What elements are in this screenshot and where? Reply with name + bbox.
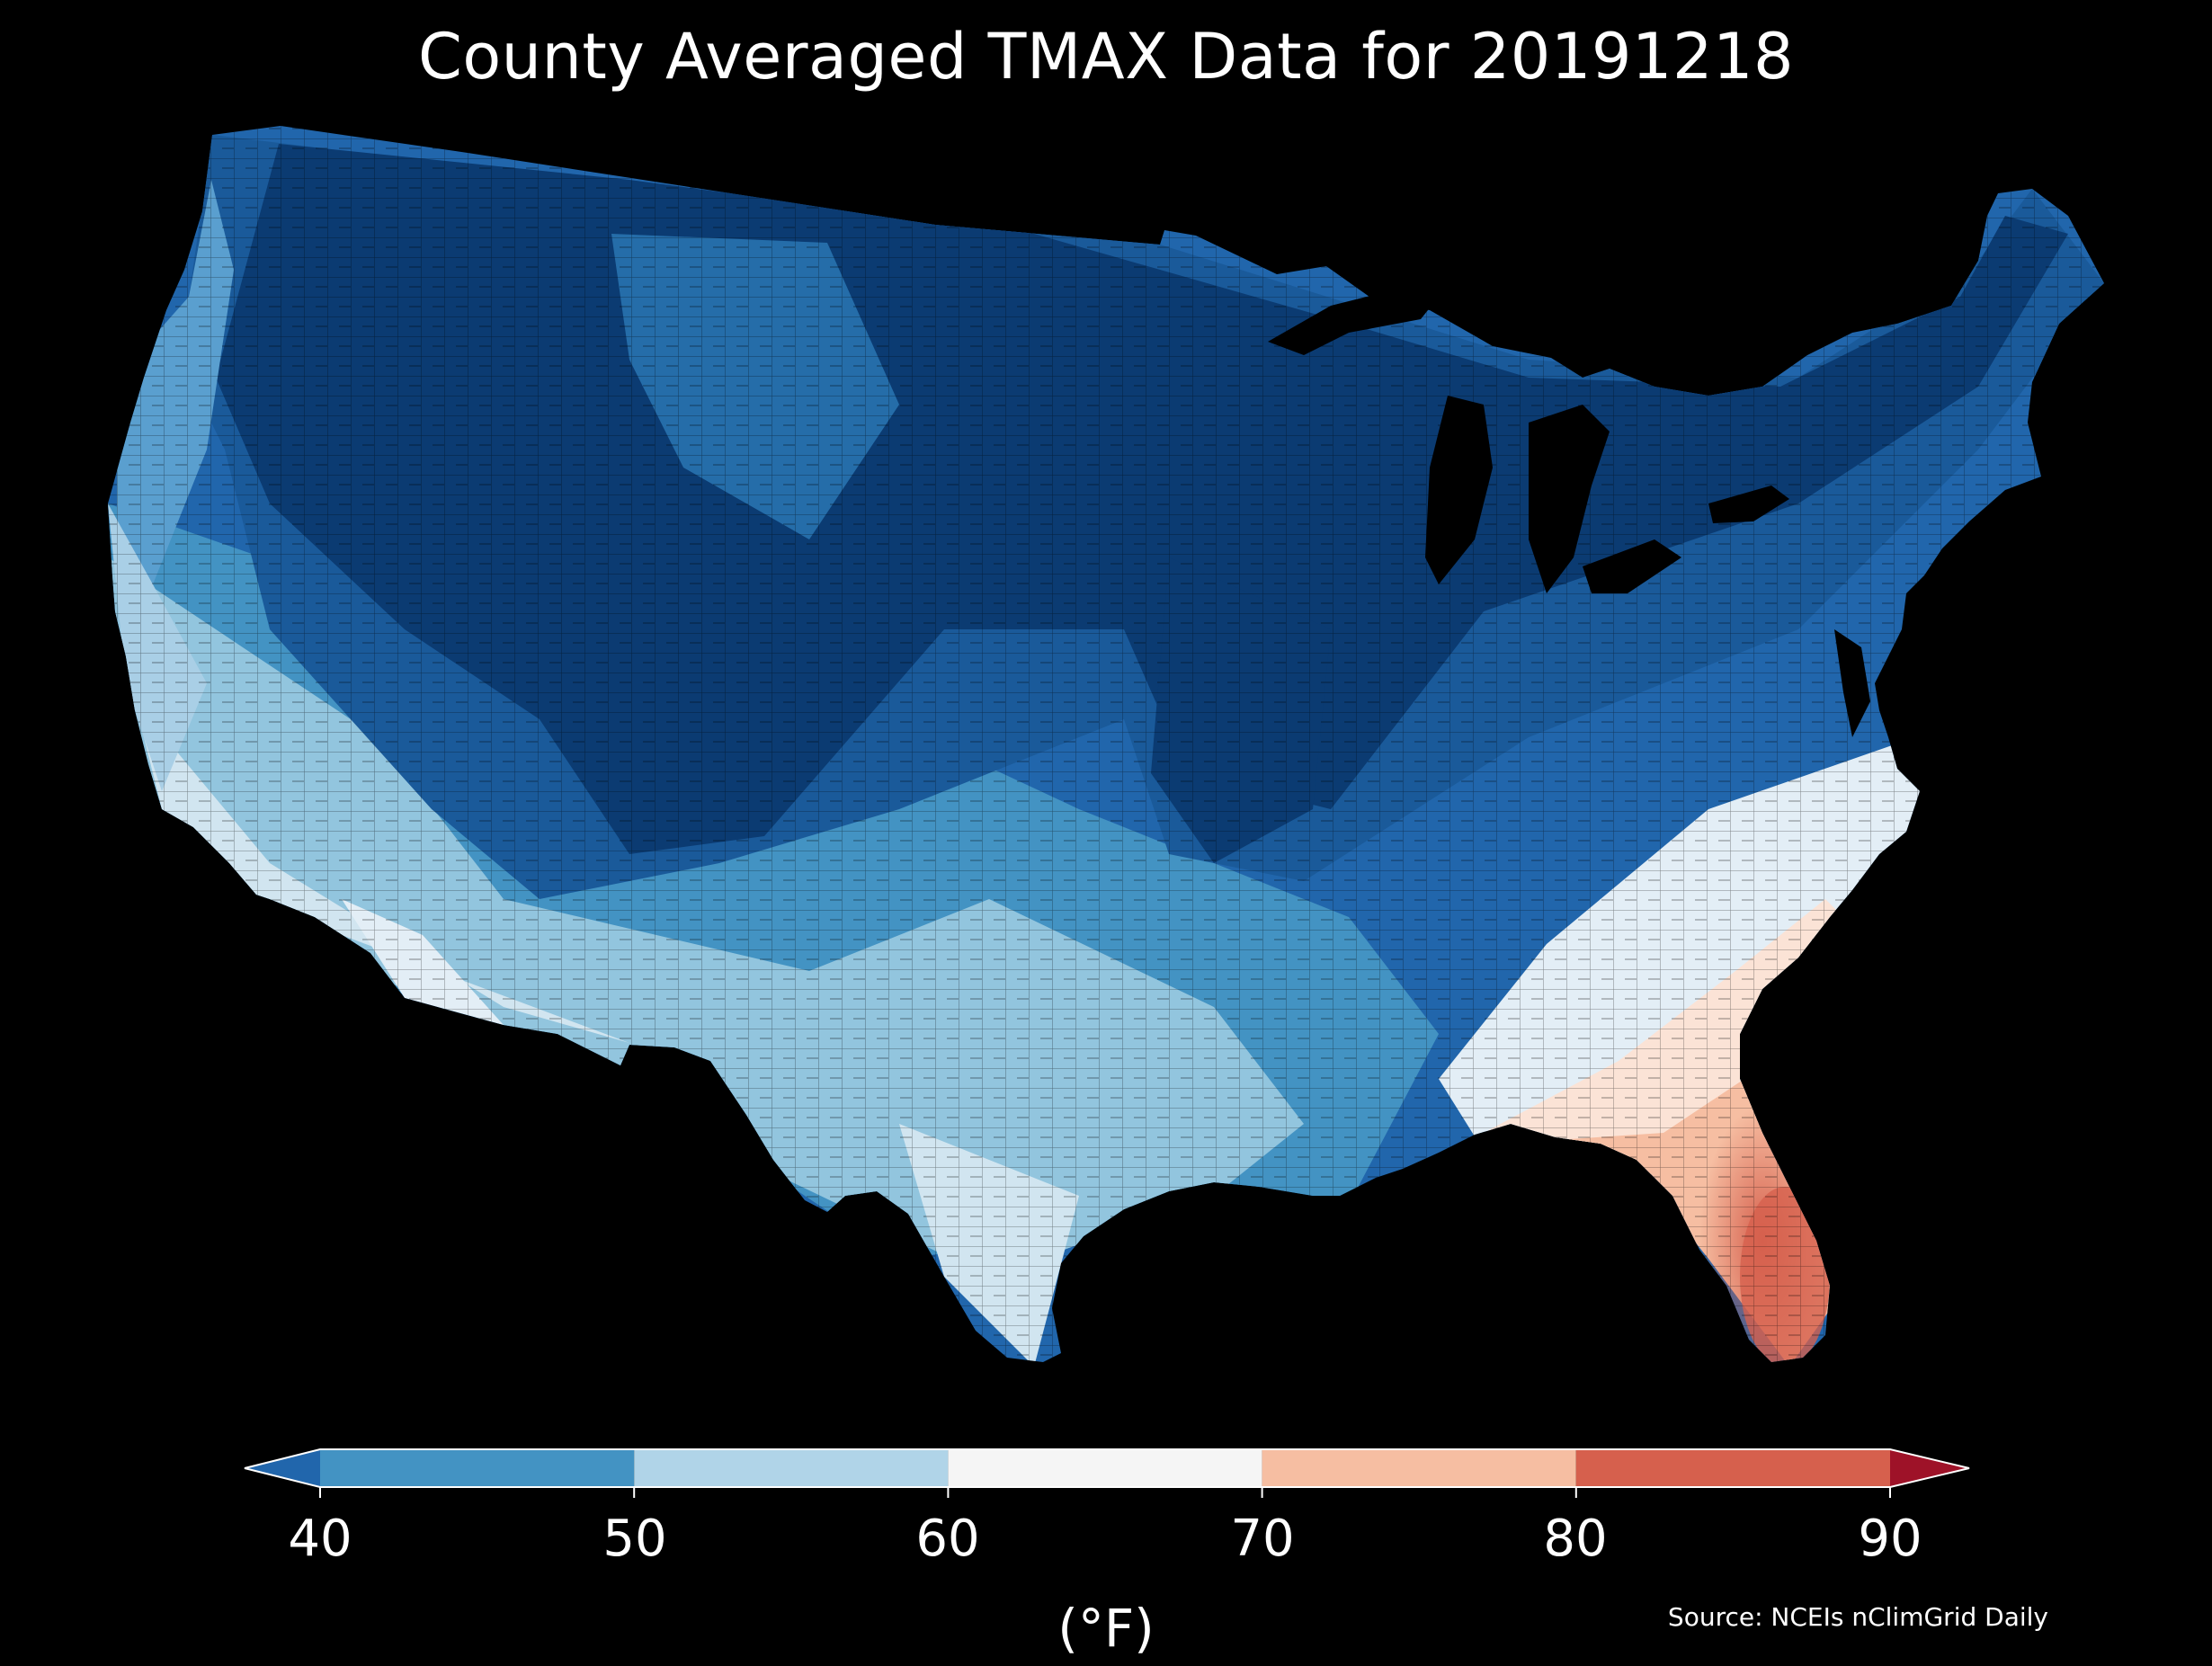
map-title: County Averaged TMAX Data for 20191218 bbox=[417, 20, 1795, 94]
colorbar-unit-label: (°F) bbox=[1057, 1598, 1155, 1659]
colorbar-tick-50: 50 bbox=[602, 1510, 667, 1568]
source-credit: Source: NCEIs nClimGrid Daily bbox=[1667, 1602, 2048, 1632]
colorbar-bin-80-90 bbox=[1575, 1449, 1890, 1487]
colorbar-extend-over bbox=[1890, 1449, 1969, 1487]
colorbar-bin-60-70 bbox=[948, 1449, 1262, 1487]
colorbar-tick-80: 80 bbox=[1543, 1510, 1608, 1568]
colorbar-bin-70-80 bbox=[1262, 1449, 1576, 1487]
colorbar-tick-90: 90 bbox=[1858, 1510, 1922, 1568]
colorbar-bin-40-50 bbox=[320, 1449, 635, 1487]
colorbar bbox=[244, 1448, 1970, 1498]
great-lakes bbox=[1268, 288, 1870, 737]
colorbar-extend-under bbox=[245, 1449, 320, 1487]
colorbar-tick-40: 40 bbox=[288, 1510, 352, 1568]
colorbar-tick-60: 60 bbox=[915, 1510, 980, 1568]
colorbar-tick-70: 70 bbox=[1230, 1510, 1295, 1568]
colorbar-bin-50-60 bbox=[634, 1449, 949, 1487]
